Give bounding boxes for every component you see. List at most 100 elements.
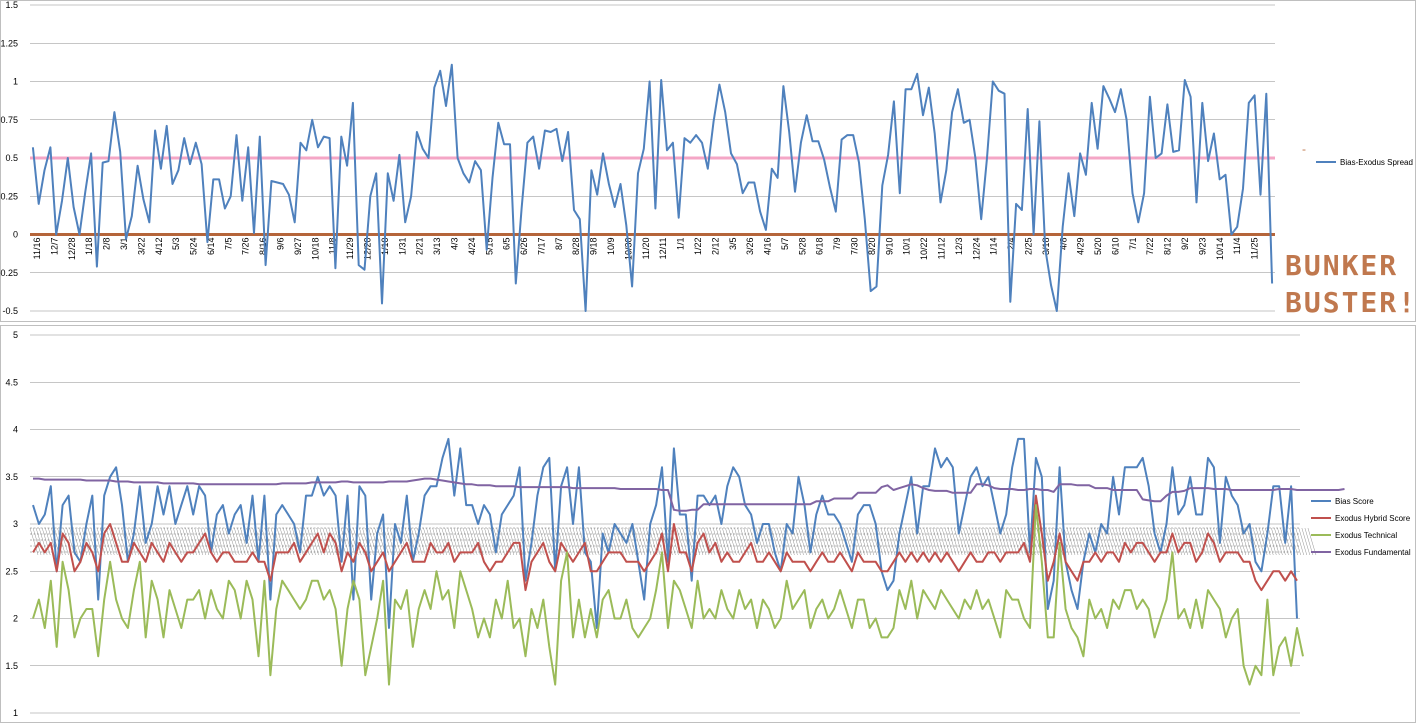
x-label-hatch	[639, 527, 649, 556]
x-label-hatch	[1100, 527, 1109, 556]
x-label-hatch	[1069, 527, 1079, 556]
x-tick-label: 3/13	[432, 238, 442, 256]
x-label-hatch	[423, 527, 432, 556]
x-label-hatch	[1021, 527, 1030, 556]
x-label-hatch	[115, 527, 124, 556]
x-label-hatch	[32, 527, 42, 556]
x-label-hatch	[719, 527, 728, 556]
x-label-hatch	[963, 527, 972, 556]
x-tick-label: 3/26	[745, 238, 755, 256]
legend-label: Bias Score	[1335, 497, 1374, 506]
x-label-hatch	[712, 527, 722, 556]
x-label-hatch	[1005, 527, 1015, 556]
x-tick-label: 9/18	[589, 238, 599, 256]
x-tick-label: 4/12	[154, 238, 164, 256]
y-tick-label: 4.5	[5, 377, 18, 387]
x-label-hatch	[877, 527, 887, 556]
x-label-hatch	[1258, 527, 1268, 556]
x-label-hatch	[838, 527, 847, 556]
x-tick-label: 11/16	[32, 238, 42, 260]
x-tick-label: 4/16	[763, 238, 773, 256]
x-label-hatch	[1182, 527, 1192, 556]
x-label-hatch	[1307, 527, 1317, 556]
scores-y-axis: 5 4.5 4 3.5 3 2.5 2 1.5 1	[5, 330, 18, 718]
x-label-hatch	[163, 527, 173, 556]
y-tick-label: 0.75	[0, 115, 18, 125]
x-label-hatch	[1109, 527, 1118, 556]
x-label-hatch	[176, 527, 185, 556]
x-label-hatch	[624, 527, 633, 556]
x-label-hatch	[209, 527, 219, 556]
x-label-hatch	[609, 527, 618, 556]
x-label-hatch	[1082, 527, 1091, 556]
x-label-hatch	[603, 527, 612, 556]
y-tick-label: 4	[13, 425, 18, 435]
x-tick-label: 2/12	[710, 238, 720, 256]
x-tick-label: 2/8	[102, 238, 112, 251]
x-label-hatch	[383, 527, 393, 556]
y-tick-label: 1.5	[5, 661, 18, 671]
x-label-hatch	[188, 527, 197, 556]
x-tick-label: 5/7	[780, 238, 790, 251]
x-tick-label: 9/27	[293, 238, 303, 256]
x-label-hatch	[1225, 527, 1234, 556]
x-label-hatch	[1045, 527, 1054, 556]
x-label-hatch	[868, 527, 877, 556]
scores-chart: 5 4.5 4 3.5 3 2.5 2 1.5 1 Bias Score Exodus Hybri…	[0, 325, 1416, 723]
x-label-hatch	[706, 527, 716, 556]
x-label-hatch	[319, 527, 328, 556]
x-tick-label: 7/22	[1145, 238, 1155, 256]
x-label-hatch	[819, 527, 829, 556]
x-tick-label: 11/4	[1232, 238, 1242, 255]
x-label-hatch	[990, 527, 999, 556]
x-label-hatch	[151, 527, 161, 556]
x-label-hatch	[795, 527, 804, 556]
x-label-hatch	[679, 527, 688, 556]
x-label-hatch	[563, 527, 572, 556]
x-label-hatch	[1252, 527, 1262, 556]
x-label-hatch	[505, 527, 515, 556]
x-label-hatch	[929, 527, 938, 556]
x-tick-label: 6/14	[206, 238, 216, 256]
x-label-hatch	[902, 527, 911, 556]
y-tick-label: -0.25	[0, 268, 18, 278]
x-label-hatch	[447, 527, 457, 556]
x-label-hatch	[1146, 527, 1155, 556]
x-label-hatch	[221, 527, 231, 556]
x-label-hatch	[374, 527, 383, 556]
x-label-hatch	[72, 527, 81, 556]
series-line	[32, 494, 1298, 592]
x-label-hatch	[828, 527, 838, 556]
x-label-hatch	[917, 527, 926, 556]
x-label-hatch	[1222, 527, 1231, 556]
x-label-hatch	[218, 527, 228, 556]
x-label-hatch	[1103, 527, 1112, 556]
x-tick-label: 8/12	[1163, 238, 1173, 256]
scores-gridlines	[30, 334, 1300, 714]
x-label-hatch	[734, 527, 743, 556]
x-label-hatch	[972, 527, 981, 556]
x-tick-label: 11/12	[937, 238, 947, 260]
x-label-hatch	[414, 527, 423, 556]
x-tick-label: 5/20	[1093, 238, 1103, 256]
x-label-hatch	[740, 527, 749, 556]
x-label-hatch	[1274, 527, 1283, 556]
x-label-hatch	[41, 527, 51, 556]
x-label-hatch	[755, 527, 765, 556]
x-label-hatch	[737, 527, 746, 556]
x-tick-label: 3/5	[728, 238, 738, 251]
x-label-hatch	[859, 527, 868, 556]
x-label-hatch	[984, 527, 993, 556]
x-label-hatch	[1127, 527, 1137, 556]
x-label-hatch	[106, 527, 115, 556]
x-label-hatch	[487, 527, 496, 556]
x-label-hatch	[676, 527, 685, 556]
x-label-hatch	[886, 527, 896, 556]
x-label-hatch	[1017, 527, 1027, 556]
x-label-hatch	[1002, 527, 1012, 556]
x-tick-label: 6/10	[1110, 238, 1120, 256]
x-tick-label: 3/22	[136, 238, 146, 256]
x-label-hatch	[109, 527, 118, 556]
x-label-hatch	[328, 527, 338, 556]
